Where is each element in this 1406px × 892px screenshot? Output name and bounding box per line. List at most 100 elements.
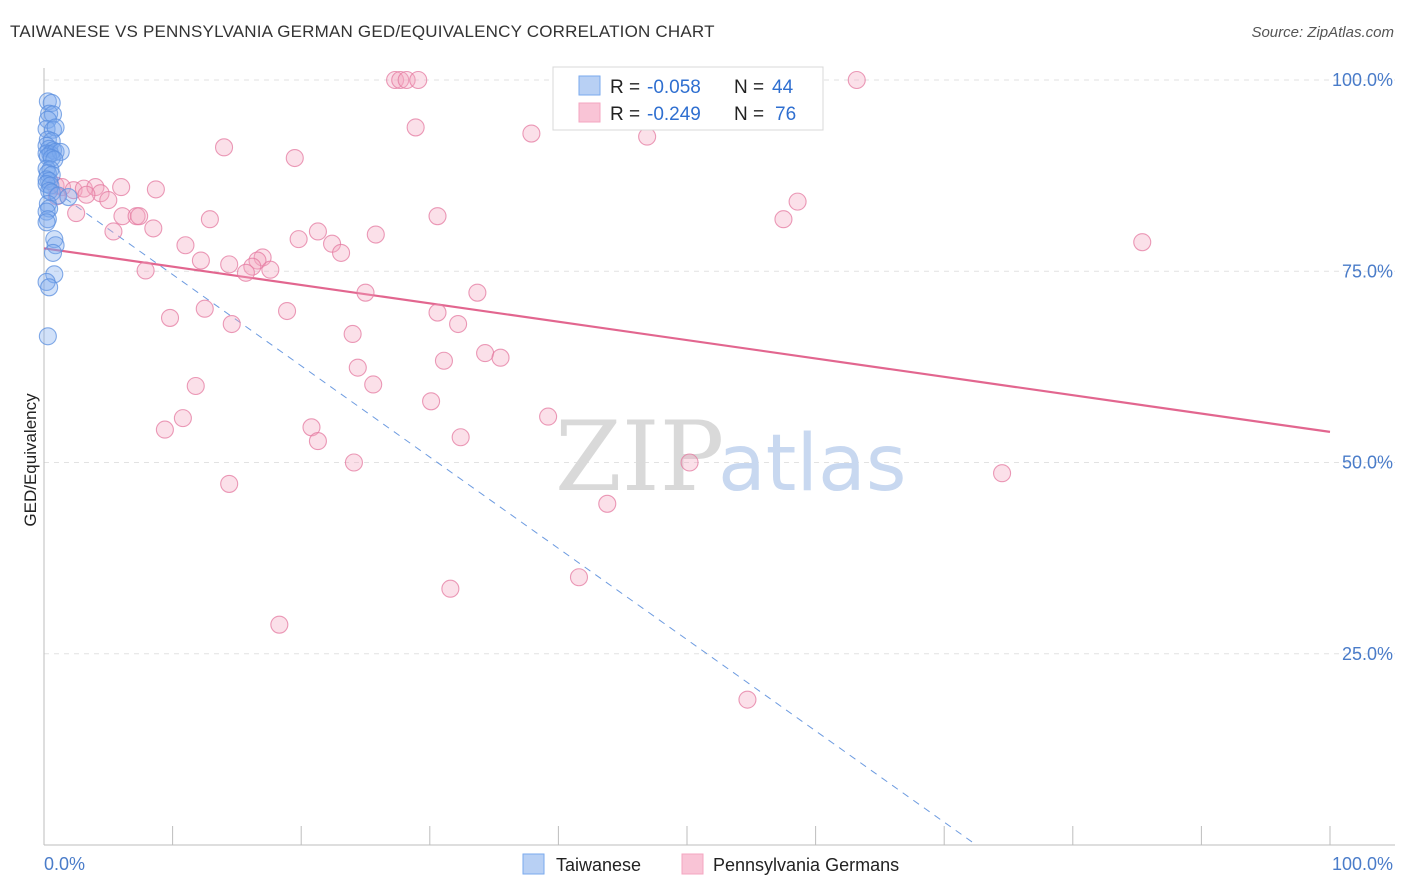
- bottom-legend-swatch-pennsylvania: [681, 853, 704, 875]
- point-pennsylvania-60: [186, 376, 205, 396]
- point-pennsylvania-58: [348, 358, 367, 377]
- point-pennsylvania-1: [391, 70, 410, 90]
- point-pennsylvania-15: [91, 184, 110, 203]
- point-pennsylvania-70: [993, 464, 1012, 483]
- point-pennsylvania-4: [847, 70, 866, 90]
- point-pennsylvania-68: [344, 453, 363, 472]
- point-pennsylvania-61: [422, 392, 441, 411]
- point-pennsylvania-34: [176, 236, 195, 255]
- point-taiwanese-36: [37, 213, 56, 232]
- point-taiwanese-43: [38, 327, 57, 346]
- legend-r-value-pennsylvania: -0.249: [647, 104, 701, 125]
- point-pennsylvania-66: [308, 432, 327, 451]
- point-pennsylvania-56: [491, 348, 510, 367]
- point-taiwanese-31: [59, 187, 78, 207]
- point-pennsylvania-29: [104, 222, 123, 241]
- point-pennsylvania-8: [214, 138, 234, 157]
- legend-n-label-1: N =: [734, 77, 764, 98]
- trend-lines: [43, 182, 1331, 846]
- point-pennsylvania-53: [449, 314, 468, 334]
- point-pennsylvania-19: [77, 185, 96, 204]
- point-pennsylvania-31: [308, 222, 327, 241]
- point-pennsylvania-64: [155, 420, 174, 439]
- point-pennsylvania-28: [788, 192, 807, 211]
- point-pennsylvania-51: [160, 308, 180, 327]
- point-pennsylvania-55: [476, 344, 495, 363]
- y-tick-label-0: 25.0%: [1342, 644, 1393, 664]
- point-pennsylvania-43: [236, 263, 255, 282]
- trend-line-taiwanese: [43, 182, 977, 846]
- watermark-atlas: atlas: [718, 419, 907, 509]
- y-tick-label-1: 50.0%: [1342, 453, 1393, 473]
- legend-r-label-2: R =: [610, 104, 640, 125]
- point-pennsylvania-44: [220, 255, 239, 274]
- point-pennsylvania-57: [434, 351, 453, 370]
- bottom-legend-swatch-taiwanese: [522, 853, 545, 875]
- point-pennsylvania-72: [598, 494, 617, 513]
- point-pennsylvania-7: [638, 127, 657, 146]
- y-tick-labels: 25.0% 50.0% 75.0% 100.0%: [1332, 70, 1393, 664]
- point-pennsylvania-25: [200, 210, 219, 229]
- y-tick-label-2: 75.0%: [1342, 261, 1393, 281]
- point-pennsylvania-42: [261, 260, 280, 279]
- point-pennsylvania-3: [409, 70, 428, 90]
- point-pennsylvania-27: [774, 210, 793, 229]
- y-axis-label: GED/Equivalency: [21, 393, 40, 527]
- point-pennsylvania-6: [522, 124, 541, 143]
- legend-n-value-pennsylvania: 76: [775, 104, 796, 125]
- point-pennsylvania-76: [738, 690, 757, 709]
- point-pennsylvania-69: [680, 453, 699, 472]
- point-pennsylvania-75: [270, 615, 289, 634]
- bottom-legend-pennsylvania: Pennsylvania Germans: [713, 855, 899, 875]
- x-tick-label-start: 0.0%: [44, 854, 85, 874]
- legend-n-label-2: N =: [734, 104, 764, 125]
- point-pennsylvania-73: [569, 568, 589, 587]
- x-tick-labels: 0.0% 100.0%: [44, 854, 1393, 874]
- point-pennsylvania-59: [364, 375, 383, 394]
- point-pennsylvania-24: [130, 207, 149, 226]
- y-tick-label-3: 100.0%: [1332, 70, 1393, 90]
- point-pennsylvania-20: [99, 191, 118, 210]
- legend-r-value-taiwanese: -0.058: [647, 77, 701, 98]
- point-pennsylvania-17: [146, 180, 165, 199]
- point-pennsylvania-46: [356, 283, 375, 302]
- watermark-zip: ZIP: [555, 401, 724, 513]
- point-taiwanese-34: [37, 202, 56, 221]
- bottom-legend-taiwanese: Taiwanese: [556, 855, 641, 875]
- point-pennsylvania-54: [343, 324, 362, 344]
- point-taiwanese-42: [40, 278, 59, 297]
- chart-title: TAIWANESE VS PENNSYLVANIA GERMAN GED/EQU…: [10, 22, 715, 41]
- point-pennsylvania-71: [220, 474, 239, 493]
- legend-swatch-pennsylvania: [578, 102, 601, 123]
- point-pennsylvania-40: [191, 251, 210, 270]
- data-points: [37, 70, 1152, 709]
- point-taiwanese-35: [38, 210, 57, 229]
- trend-line-pennsylvania: [43, 247, 1331, 433]
- point-pennsylvania-48: [195, 299, 214, 318]
- point-taiwanese-37: [45, 230, 64, 249]
- point-pennsylvania-45: [136, 261, 155, 280]
- point-pennsylvania-26: [428, 207, 447, 226]
- point-pennsylvania-47: [468, 283, 487, 302]
- point-pennsylvania-37: [1133, 233, 1152, 252]
- point-pennsylvania-9: [285, 148, 304, 168]
- point-pennsylvania-5: [406, 118, 425, 137]
- correlation-legend: R = -0.058 N = 44 R = -0.249 N = 76: [552, 66, 824, 131]
- legend-r-label-1: R =: [610, 77, 640, 98]
- point-pennsylvania-49: [278, 301, 297, 321]
- grid-lines: [44, 79, 1395, 655]
- legend-n-value-taiwanese: 44: [772, 77, 794, 98]
- point-pennsylvania-63: [173, 409, 192, 428]
- point-pennsylvania-74: [441, 579, 460, 598]
- point-pennsylvania-32: [366, 225, 385, 244]
- source-label: Source: ZipAtlas.com: [1251, 24, 1394, 41]
- point-taiwanese-6: [43, 120, 63, 139]
- point-taiwanese-1: [42, 93, 61, 112]
- point-pennsylvania-67: [451, 428, 470, 447]
- point-pennsylvania-30: [144, 219, 163, 238]
- point-pennsylvania-16: [112, 178, 131, 197]
- point-pennsylvania-21: [67, 204, 86, 223]
- x-tick-label-end: 100.0%: [1332, 854, 1393, 874]
- point-taiwanese-4: [38, 110, 57, 129]
